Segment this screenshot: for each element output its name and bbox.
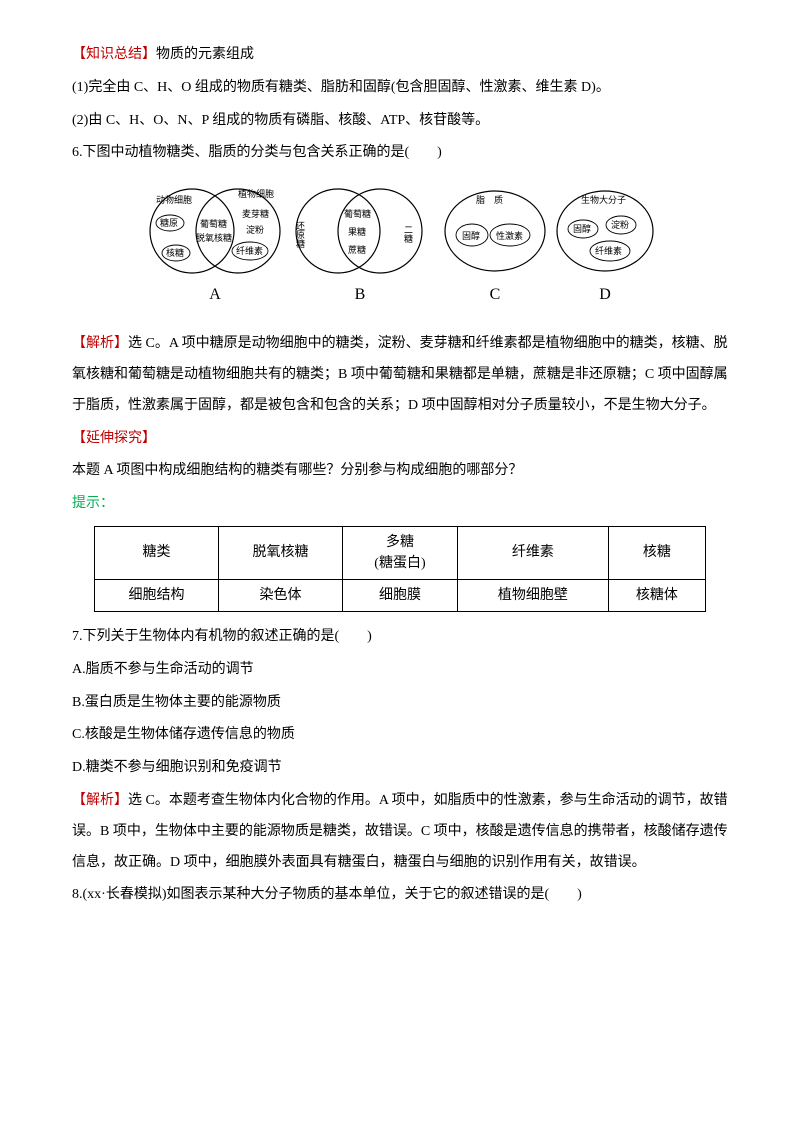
td-0: 细胞结构: [95, 579, 219, 611]
s1-p2: (2)由 C、H、O、N、P 组成的物质有磷脂、核酸、ATP、核苷酸等。: [72, 106, 728, 137]
q6-ext-question: 本题 A 项图中构成细胞结构的糖类有哪些？分别参与构成细胞的哪部分？: [72, 456, 728, 487]
group-a: 动物细胞 植物细胞 糖原 核糖 葡萄糖 脱氧核糖 麦芽糖 淀粉 纤维素 A: [150, 188, 280, 303]
svg-text:葡萄糖: 葡萄糖: [200, 218, 227, 229]
q7-optD: D.糖类不参与细胞识别和免疫调节: [72, 753, 728, 784]
q6-answer-header: 【解析】: [72, 336, 128, 351]
q6-answer: 【解析】选 C。A 项中糖原是动物细胞中的糖类，淀粉、麦芽糖和纤维素都是植物细胞…: [72, 329, 728, 421]
q7-answer-text: 选 C。本题考查生物体内化合物的作用。A 项中，如脂质中的性激素，参与生命活动的…: [72, 793, 728, 870]
q8-prompt: 8.(xx·长春模拟)如图表示某种大分子物质的基本单位，关于它的叙述错误的是( …: [72, 880, 728, 911]
table-row: 细胞结构 染色体 细胞膜 植物细胞壁 核糖体: [95, 579, 706, 611]
group-b: 还原糖 二糖 葡萄糖 果糖 蔗糖 B: [295, 189, 422, 303]
td-1: 染色体: [218, 579, 342, 611]
svg-text:还原糖: 还原糖: [295, 220, 305, 249]
hint-label: 提示：: [72, 496, 114, 511]
group-c: 脂 质 固醇 性激素 C: [445, 191, 545, 303]
svg-text:淀粉: 淀粉: [246, 224, 264, 235]
table-header-row: 糖类 脱氧核糖 多糖(糖蛋白) 纤维素 核糖: [95, 526, 706, 579]
svg-text:麦芽糖: 麦芽糖: [242, 208, 269, 219]
svg-text:淀粉: 淀粉: [611, 219, 629, 230]
q7-answer-header: 【解析】: [72, 793, 128, 808]
q7-optC: C.核酸是生物体储存遗传信息的物质: [72, 720, 728, 751]
td-2: 细胞膜: [342, 579, 457, 611]
th-2-text: 多糖(糖蛋白): [374, 535, 425, 571]
th-1: 脱氧核糖: [218, 526, 342, 579]
svg-text:动物细胞: 动物细胞: [156, 194, 192, 205]
svg-text:A: A: [209, 286, 221, 303]
svg-text:纤维素: 纤维素: [236, 245, 263, 256]
svg-text:固醇: 固醇: [462, 230, 480, 241]
venn-svg: 动物细胞 植物细胞 糖原 核糖 葡萄糖 脱氧核糖 麦芽糖 淀粉 纤维素 A 还原…: [140, 181, 660, 311]
svg-text:脱氧核糖: 脱氧核糖: [196, 232, 232, 243]
svg-text:B: B: [355, 286, 366, 303]
ext-header-label: 【延伸探究】: [72, 431, 156, 446]
svg-text:蔗糖: 蔗糖: [348, 244, 366, 255]
q6-prompt: 6.下图中动植物糖类、脂质的分类与包含关系正确的是( ): [72, 138, 728, 169]
th-4: 核糖: [608, 526, 705, 579]
s1-p1: (1)完全由 C、H、O 组成的物质有糖类、脂肪和固醇(包含胆固醇、性激素、维生…: [72, 73, 728, 104]
svg-text:糖原: 糖原: [160, 217, 178, 228]
q7-prompt: 7.下列关于生物体内有机物的叙述正确的是( ): [72, 622, 728, 653]
q6-hint: 提示：: [72, 489, 728, 520]
q6-table: 糖类 脱氧核糖 多糖(糖蛋白) 纤维素 核糖 细胞结构 染色体 细胞膜 植物细胞…: [94, 526, 706, 612]
knowledge-summary-title: 物质的元素组成: [156, 47, 254, 62]
knowledge-summary-line: 【知识总结】物质的元素组成: [72, 40, 728, 71]
svg-text:C: C: [490, 286, 501, 303]
svg-text:植物细胞: 植物细胞: [238, 188, 274, 199]
svg-text:核糖: 核糖: [166, 247, 184, 258]
svg-text:生物大分子: 生物大分子: [581, 194, 626, 205]
svg-text:葡萄糖: 葡萄糖: [344, 208, 371, 219]
svg-text:固醇: 固醇: [573, 223, 591, 234]
group-d: 生物大分子 固醇 淀粉 纤维素 D: [557, 191, 653, 303]
svg-text:二糖: 二糖: [403, 225, 413, 244]
q6-diagram: 动物细胞 植物细胞 糖原 核糖 葡萄糖 脱氧核糖 麦芽糖 淀粉 纤维素 A 还原…: [72, 181, 728, 311]
svg-text:纤维素: 纤维素: [595, 245, 622, 256]
knowledge-summary-header: 【知识总结】: [72, 47, 156, 62]
q6-answer-text: 选 C。A 项中糖原是动物细胞中的糖类，淀粉、麦芽糖和纤维素都是植物细胞中的糖类…: [72, 336, 728, 413]
td-4: 核糖体: [608, 579, 705, 611]
svg-text:D: D: [599, 286, 611, 303]
q7-answer: 【解析】选 C。本题考查生物体内化合物的作用。A 项中，如脂质中的性激素，参与生…: [72, 786, 728, 878]
th-2: 多糖(糖蛋白): [342, 526, 457, 579]
th-0: 糖类: [95, 526, 219, 579]
td-3: 植物细胞壁: [458, 579, 609, 611]
svg-text:果糖: 果糖: [348, 226, 366, 237]
svg-text:脂 质: 脂 质: [476, 194, 503, 205]
th-3: 纤维素: [458, 526, 609, 579]
svg-text:性激素: 性激素: [496, 230, 523, 241]
q7-optB: B.蛋白质是生物体主要的能源物质: [72, 688, 728, 719]
q7-optA: A.脂质不参与生命活动的调节: [72, 655, 728, 686]
q6-ext-header: 【延伸探究】: [72, 424, 728, 455]
